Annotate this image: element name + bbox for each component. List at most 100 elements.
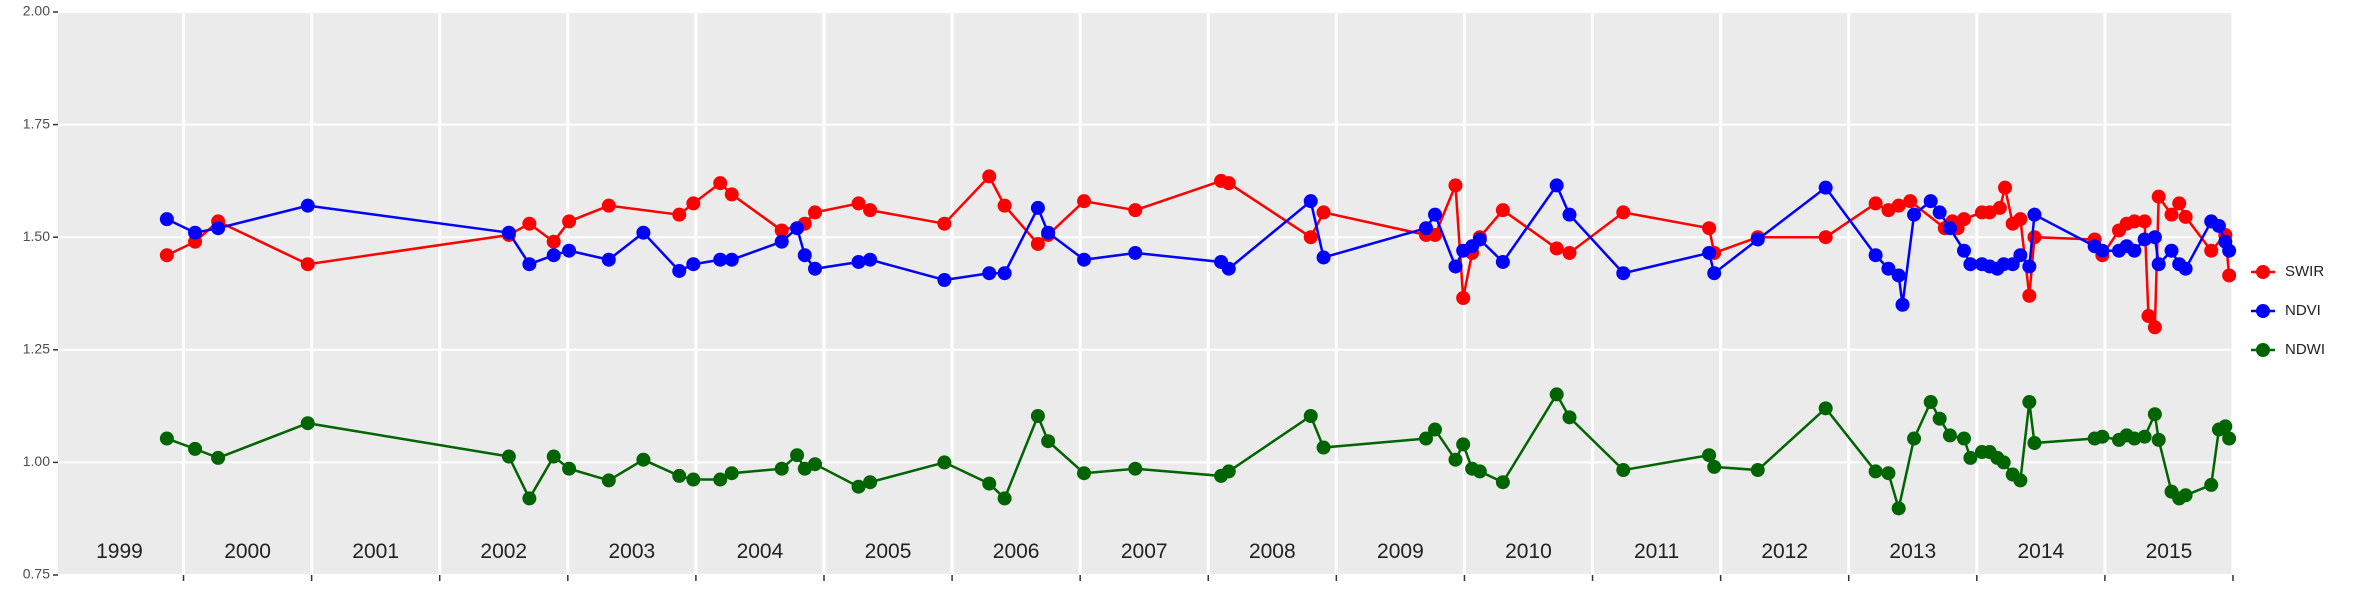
year-label: 2011: [1634, 540, 1679, 563]
point: [501, 225, 516, 240]
point: [501, 449, 516, 464]
point: [1128, 203, 1143, 218]
point: [1868, 464, 1883, 479]
legend-label: NDWI: [2285, 341, 2325, 358]
point: [1495, 203, 1510, 218]
point: [863, 475, 878, 490]
point: [2151, 189, 2166, 204]
legend-marker: [2256, 265, 2270, 279]
year-label: 2004: [737, 540, 784, 563]
point: [1963, 450, 1978, 465]
point: [1942, 221, 1957, 236]
year-label: 2012: [1761, 540, 1808, 563]
point: [1221, 464, 1236, 479]
point: [1707, 266, 1722, 281]
point: [1707, 459, 1722, 474]
point: [672, 207, 687, 222]
point: [1616, 266, 1631, 281]
point: [2022, 395, 2037, 410]
point: [636, 225, 651, 240]
point: [1549, 241, 1564, 256]
point: [522, 491, 537, 506]
point: [1077, 466, 1092, 481]
point: [1957, 431, 1972, 446]
point: [2178, 209, 2193, 224]
point: [2147, 320, 2162, 335]
point: [1562, 245, 1577, 260]
point: [937, 216, 952, 231]
point: [1957, 243, 1972, 258]
point: [2178, 488, 2193, 503]
point: [2147, 407, 2162, 422]
point: [601, 198, 616, 213]
point: [1316, 250, 1331, 265]
point: [1616, 205, 1631, 220]
point: [863, 252, 878, 267]
point: [1818, 401, 1833, 416]
point: [1881, 466, 1896, 481]
point: [2013, 473, 2028, 488]
point: [713, 472, 728, 487]
point: [2204, 477, 2219, 492]
point: [562, 214, 577, 229]
point: [2127, 214, 2142, 229]
y-tick-label: 1.00: [23, 453, 50, 469]
point: [1997, 180, 2012, 195]
point: [2137, 429, 2152, 444]
point: [2164, 243, 2179, 258]
point: [1456, 291, 1471, 306]
point: [211, 221, 226, 236]
point: [2211, 218, 2226, 233]
point: [300, 198, 315, 213]
point: [1907, 431, 1922, 446]
point: [1316, 205, 1331, 220]
point: [1750, 463, 1765, 478]
point: [601, 252, 616, 267]
legend-label: NDVI: [2285, 302, 2321, 319]
point: [982, 266, 997, 281]
point: [2027, 436, 2042, 451]
point: [982, 476, 997, 491]
point: [1942, 428, 1957, 443]
point: [774, 234, 789, 249]
point: [1868, 248, 1883, 263]
point: [1702, 448, 1717, 463]
point: [1932, 411, 1947, 426]
point: [713, 252, 728, 267]
year-label: 2002: [480, 540, 527, 563]
year-label: 2013: [1889, 540, 1936, 563]
point: [2141, 309, 2156, 324]
point: [522, 216, 537, 231]
point: [808, 261, 823, 276]
point: [1030, 409, 1045, 424]
point: [2127, 243, 2142, 258]
point: [724, 252, 739, 267]
point: [2178, 261, 2193, 276]
point: [1303, 230, 1318, 245]
panel: [58, 12, 2233, 575]
point: [2172, 196, 2187, 211]
point: [2137, 214, 2152, 229]
point: [774, 223, 789, 238]
point: [159, 248, 174, 263]
point: [2147, 230, 2162, 245]
point: [1895, 297, 1910, 312]
point: [522, 257, 537, 272]
point: [1562, 410, 1577, 425]
point: [2151, 432, 2166, 447]
point: [997, 198, 1012, 213]
point: [1472, 464, 1487, 479]
year-label: 2014: [2018, 540, 2065, 563]
point: [1702, 221, 1717, 236]
point: [2222, 268, 2237, 283]
point: [1472, 232, 1487, 247]
point: [1923, 194, 1938, 209]
point: [1221, 176, 1236, 191]
point: [1818, 180, 1833, 195]
point: [1891, 198, 1906, 213]
point: [1221, 261, 1236, 276]
y-tick-label: 1.75: [23, 115, 50, 131]
point: [546, 248, 561, 263]
point: [300, 257, 315, 272]
